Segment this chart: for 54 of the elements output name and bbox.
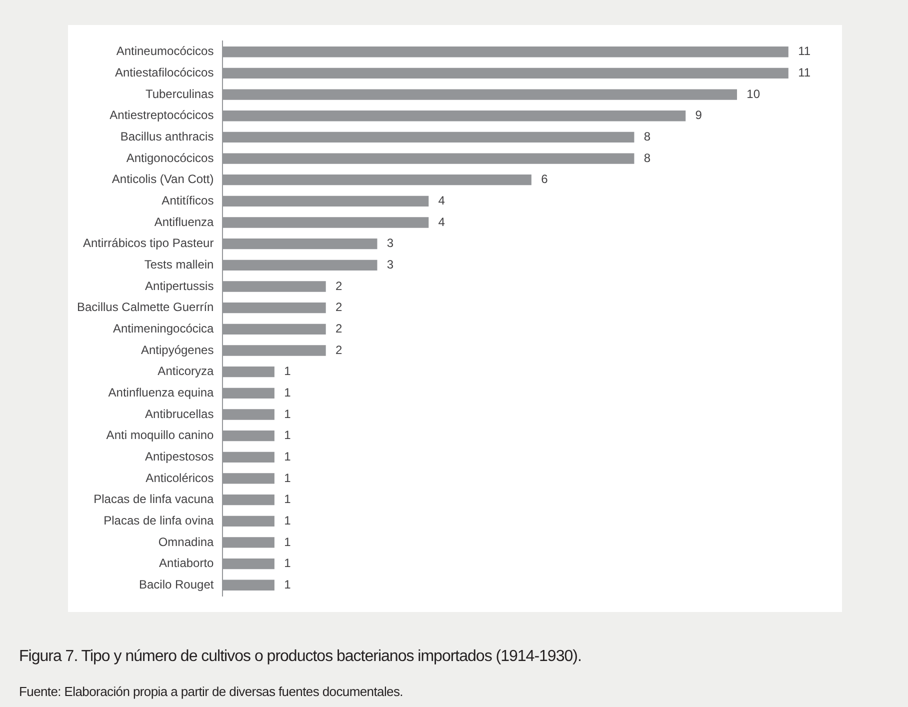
data-label: 1 xyxy=(284,406,292,421)
data-label: 1 xyxy=(284,492,292,506)
data-label: 4 xyxy=(438,214,446,229)
y-tick-label: Bacillus Calmette Guerrín xyxy=(77,300,214,314)
data-label: 8 xyxy=(644,130,651,144)
data-label: 2 xyxy=(336,342,343,357)
y-tick-label: Anticoryza xyxy=(158,364,214,378)
data-label: 2 xyxy=(336,300,343,314)
y-tick-label: Antinfluenza equina xyxy=(108,385,214,400)
y-tick-label: Bacillus anthracis xyxy=(120,130,214,144)
y-tick-label: Bacilo Rouget xyxy=(139,577,214,592)
y-tick-label: Antiestreptocócicos xyxy=(110,108,214,122)
y-tick-label: Anticoléricos xyxy=(146,470,214,485)
data-label: 11 xyxy=(798,66,811,80)
y-tick-label: Tuberculinas xyxy=(145,86,214,101)
source-note: Fuente: Elaboración propia a partir de diversas fuentes documentales. xyxy=(19,684,403,699)
data-label: 1 xyxy=(284,470,292,485)
y-tick-label: Antipestosos xyxy=(145,449,214,464)
y-tick-label: Antigonocócicos xyxy=(126,150,214,165)
data-label: 9 xyxy=(695,108,702,122)
y-tick-label: Antifluenza xyxy=(154,214,214,229)
data-label: 3 xyxy=(386,236,394,250)
data-label: 11 xyxy=(798,44,811,58)
y-tick-label: Antimeningocócica xyxy=(112,321,214,336)
y-tick-label: Antiaborto xyxy=(159,556,214,570)
data-label: 1 xyxy=(284,513,292,528)
y-tick-label: Anticolis (Van Cott) xyxy=(112,172,214,186)
data-label: 3 xyxy=(386,257,394,272)
y-tick-label: Placas de linfa vacuna xyxy=(94,492,214,506)
data-label: 10 xyxy=(746,86,760,101)
data-label: 1 xyxy=(284,577,292,592)
y-tick-label: Antipyógenes xyxy=(140,342,214,357)
data-label: 1 xyxy=(284,364,292,378)
data-label: 6 xyxy=(541,172,548,186)
y-tick-label: Antirrábicos tipo Pasteur xyxy=(82,236,214,250)
data-label: 8 xyxy=(644,150,651,165)
data-label: 1 xyxy=(284,428,292,442)
y-tick-label: Antipertussis xyxy=(145,278,214,293)
y-tick-label: Placas de linfa ovina xyxy=(104,513,214,528)
data-label: 2 xyxy=(336,321,343,336)
text: Figura 7. Tipo y número de cultivos o productos bacterianos importados (1914-1930). xyxy=(19,648,582,666)
data-label: 1 xyxy=(284,385,292,400)
y-tick-label: Anti moquillo canino xyxy=(106,428,214,442)
y-tick-label: Antiestafilocócicos xyxy=(115,66,214,80)
y-tick-label: Antineumocócicos xyxy=(116,44,214,58)
y-tick-label: Antibrucellas xyxy=(145,406,214,421)
y-tick-label: Omnadina xyxy=(158,534,214,549)
data-label: 1 xyxy=(284,534,292,549)
y-tick-label: Tests mallein xyxy=(144,257,214,272)
data-label: 1 xyxy=(284,449,292,464)
data-label: 4 xyxy=(438,193,446,208)
data-label: 1 xyxy=(284,556,292,570)
data-label: 2 xyxy=(336,278,343,293)
y-tick-label: Antitíficos xyxy=(162,193,214,208)
